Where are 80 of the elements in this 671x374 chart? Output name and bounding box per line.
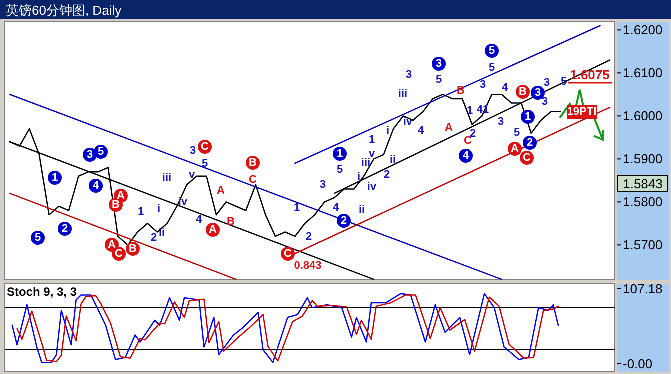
annotation: 2 xyxy=(62,223,68,235)
annotation: 4 xyxy=(332,202,340,214)
chart-title: Stoch 9, 3, 3 xyxy=(7,285,78,299)
annotation: A xyxy=(108,239,116,251)
annotation: iv xyxy=(367,181,378,193)
annotation: iv xyxy=(403,116,414,128)
annotation: A xyxy=(445,122,454,134)
annotation: 3 xyxy=(436,58,442,70)
annotation: B xyxy=(112,199,120,211)
annotation: B xyxy=(227,216,236,228)
annotation: 19PTI xyxy=(567,106,597,118)
chart-title: 英镑60分钟图, Daily xyxy=(6,3,122,18)
annotation: A xyxy=(217,185,226,197)
annotation: C xyxy=(115,248,124,260)
annotation: 1 xyxy=(466,105,474,117)
y-tick-label: 1.6100 xyxy=(623,66,663,81)
annotation: 1 xyxy=(524,111,532,123)
annotation: 4 xyxy=(462,150,470,162)
annotation: 3 xyxy=(406,69,412,81)
annotation: B xyxy=(519,86,528,98)
annotation: v xyxy=(188,169,196,181)
y-tick-label: -0.00 xyxy=(623,356,653,372)
annotation: iii xyxy=(398,88,408,100)
y-tick-label: 1.5900 xyxy=(623,152,663,167)
annotation: 3 xyxy=(534,87,542,99)
annotation: 5 xyxy=(514,127,520,139)
annotation: 5 xyxy=(34,232,42,244)
annotation: 5 xyxy=(488,62,496,74)
annotation: C xyxy=(284,248,292,260)
annotation: 1 xyxy=(336,148,344,160)
annotation: 5 xyxy=(202,158,208,170)
annotation: iii xyxy=(162,172,172,184)
annotation: B xyxy=(129,243,138,255)
y-tick-label: 1.5800 xyxy=(623,194,663,210)
annotation: 2 xyxy=(340,215,348,227)
annotation: v xyxy=(368,148,376,160)
y-tick-label: 1.6200 xyxy=(623,22,663,38)
annotation: 0.843 xyxy=(294,260,322,272)
annotation: 3 xyxy=(480,79,486,91)
annotation: i xyxy=(157,203,161,215)
annotation: i xyxy=(386,125,390,137)
annotation: 3 xyxy=(190,145,196,157)
annotation: A xyxy=(511,143,520,155)
y-tick-label: 1.5700 xyxy=(623,238,663,253)
annotation: 3 xyxy=(86,149,94,161)
annotation: C xyxy=(201,141,210,153)
annotation: 2 xyxy=(384,169,390,181)
annotation: 5 xyxy=(488,45,496,57)
annotation: 1 xyxy=(138,206,144,218)
annotation: 3 xyxy=(542,96,548,108)
annotation: ii xyxy=(358,204,366,216)
annotation: A xyxy=(209,224,218,236)
y-tick-label: 107.18 xyxy=(623,281,663,296)
annotation: 5 xyxy=(436,74,442,86)
annotation: 4 xyxy=(92,180,100,192)
annotation: 5 xyxy=(98,146,104,158)
y-tick-label: 1.6000 xyxy=(623,108,663,124)
annotation: 2 xyxy=(306,231,312,243)
annotation: C xyxy=(249,174,258,186)
annotation: ii xyxy=(390,154,396,166)
annotation: B xyxy=(249,157,258,169)
annotation: 4 xyxy=(502,82,509,94)
annotation: iv xyxy=(178,196,188,208)
annotation: 4 xyxy=(418,125,425,137)
annotation: 3 xyxy=(544,77,550,89)
annotation: A xyxy=(117,190,126,202)
annotation: 2 xyxy=(526,137,534,149)
annotation: C xyxy=(523,152,532,164)
annotation: ii xyxy=(158,227,166,239)
annotation: 3 xyxy=(498,116,504,128)
annotation: 1 xyxy=(52,172,58,184)
annotation: 3 xyxy=(320,179,326,191)
text: 1.5843 xyxy=(623,176,663,192)
annotation: i xyxy=(357,171,361,183)
annotation: 5 xyxy=(336,164,344,176)
annotation: 4 xyxy=(196,214,203,226)
annotation: 2 xyxy=(150,232,158,244)
annotation: 1 xyxy=(294,202,300,214)
annotation: 1 xyxy=(368,134,376,146)
annotation: iii xyxy=(361,157,371,169)
